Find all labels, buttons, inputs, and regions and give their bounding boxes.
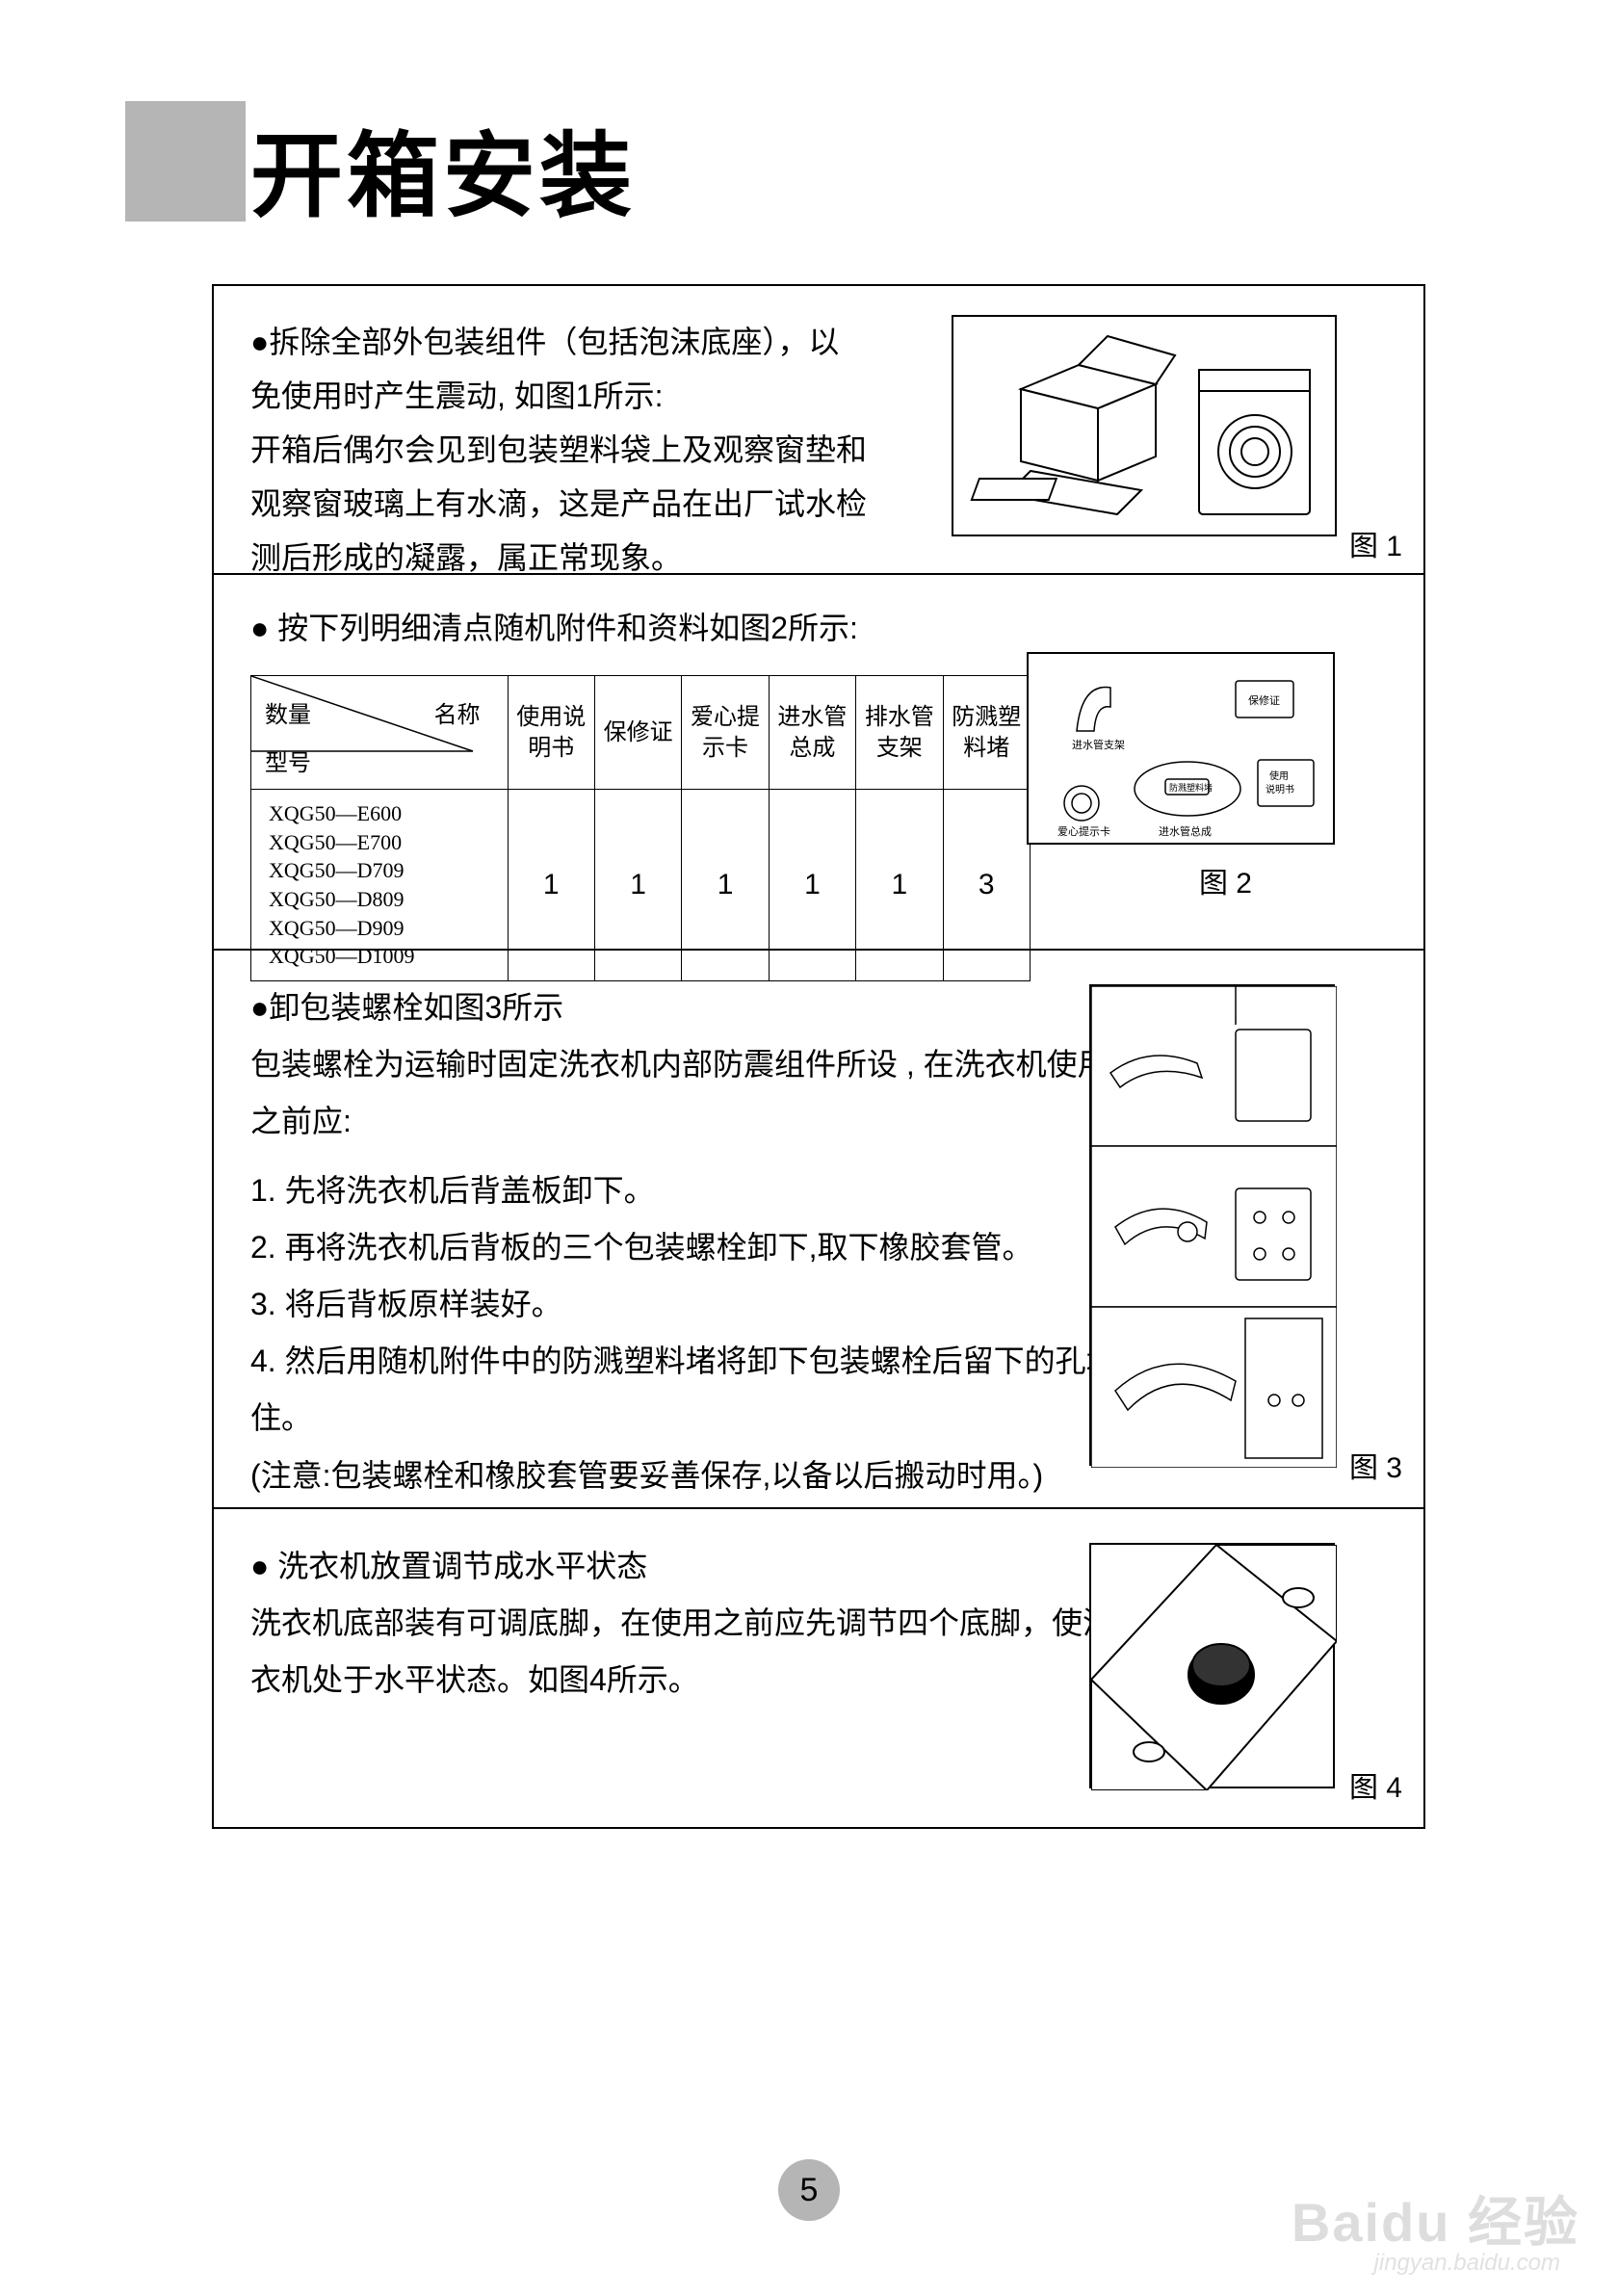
th-col-4: 排水管支架: [856, 676, 943, 790]
s4-body: 洗衣机底部装有可调底脚，在使用之前应先调节四个底脚，使洗衣机处于水平状态。如图4…: [250, 1595, 1127, 1709]
s4-heading: ● 洗衣机放置调节成水平状态: [250, 1538, 1127, 1595]
th-col-5: 防溅塑料堵: [943, 676, 1030, 790]
section-bolts: ●卸包装螺栓如图3所示 包装螺栓为运输时固定洗衣机内部防震组件所设 , 在洗衣机…: [214, 951, 1423, 1509]
page-title: 开箱安装: [250, 101, 636, 235]
header-accent-block: [125, 101, 246, 222]
figure-4-label: 图 4: [1349, 1763, 1402, 1806]
model-4: XQG50—D909: [269, 914, 490, 943]
section3-text: ●卸包装螺栓如图3所示 包装螺栓为运输时固定洗衣机内部防震组件所设 , 在洗衣机…: [250, 979, 1127, 1504]
model-1: XQG50—E700: [269, 828, 490, 857]
th-model: 型号: [265, 744, 311, 777]
th-qty: 数量: [265, 695, 311, 729]
s1-bullet: ●拆除全部外包装组件（包括泡沫底座），以免使用时产生震动, 如图1所示:: [250, 325, 839, 413]
model-3: XQG50—D809: [269, 885, 490, 914]
svg-text:使用: 使用: [1269, 770, 1289, 782]
page-number-text: 5: [800, 2172, 819, 2209]
s3-step1: 1. 先将洗衣机后背盖板卸下。: [250, 1162, 1127, 1219]
section-level: ● 洗衣机放置调节成水平状态 洗衣机底部装有可调底脚，在使用之前应先调节四个底脚…: [214, 1509, 1423, 1827]
section-parts: ● 按下列明细清点随机附件和资料如图2所示: 数量 名称 型号 使用说明书 保修…: [214, 575, 1423, 951]
figure-2: 进水管支架 保修证 使用 说明书 爱心提示卡 防溅塑料堵 进水管总成: [1027, 652, 1335, 845]
model-2: XQG50—D709: [269, 856, 490, 885]
svg-text:爱心提示卡: 爱心提示卡: [1057, 825, 1110, 838]
s2-heading: ● 按下列明细清点随机附件和资料如图2所示:: [250, 604, 1387, 648]
svg-text:防溅塑料堵: 防溅塑料堵: [1169, 782, 1213, 793]
figure-3: [1089, 984, 1335, 1466]
th-name: 名称: [434, 695, 481, 729]
s3-note: (注意:包装螺栓和橡胶套管要妥善保存,以备以后搬动时用。): [250, 1448, 1127, 1504]
th-col-2: 爱心提示卡: [682, 676, 769, 790]
th-col-3: 进水管总成: [769, 676, 855, 790]
section4-text: ● 洗衣机放置调节成水平状态 洗衣机底部装有可调底脚，在使用之前应先调节四个底脚…: [250, 1538, 1127, 1709]
section-unpack: ●拆除全部外包装组件（包括泡沫底座），以免使用时产生震动, 如图1所示: 开箱后…: [214, 286, 1423, 575]
th-col-1: 保修证: [594, 676, 681, 790]
content-frame: ●拆除全部外包装组件（包括泡沫底座），以免使用时产生震动, 如图1所示: 开箱后…: [212, 284, 1425, 1829]
figure-1-label: 图 1: [1349, 522, 1402, 564]
parts-table: 数量 名称 型号 使用说明书 保修证 爱心提示卡 进水管总成 排水管支架 防溅塑…: [250, 675, 1031, 981]
watermark: Baidu 经验: [1292, 2179, 1579, 2257]
svg-text:保修证: 保修证: [1248, 693, 1280, 707]
svg-text:进水管总成: 进水管总成: [1159, 824, 1212, 838]
figure-1: [952, 315, 1337, 536]
figure-3-label: 图 3: [1349, 1444, 1402, 1486]
svg-text:说明书: 说明书: [1266, 783, 1294, 796]
figure-2-label: 图 2: [1199, 859, 1252, 901]
s3-step3: 3. 将后背板原样装好。: [250, 1276, 1127, 1333]
section1-text: ●拆除全部外包装组件（包括泡沫底座），以免使用时产生震动, 如图1所示: 开箱后…: [250, 315, 867, 585]
watermark-url: jingyan.baidu.com: [1374, 2250, 1560, 2277]
s3-heading: ●卸包装螺栓如图3所示: [250, 979, 1127, 1036]
page-number: 5: [778, 2159, 840, 2221]
svg-text:进水管支架: 进水管支架: [1072, 738, 1125, 751]
s3-step4: 4. 然后用随机附件中的防溅塑料堵将卸下包装螺栓后留下的孔堵住。: [250, 1333, 1127, 1447]
figure-4: [1089, 1543, 1335, 1788]
model-0: XQG50—E600: [269, 799, 490, 828]
table-header-diag: 数量 名称 型号: [251, 676, 509, 790]
s3-step2: 2. 再将洗衣机后背板的三个包装螺栓卸下,取下橡胶套管。: [250, 1219, 1127, 1276]
s3-intro: 包装螺栓为运输时固定洗衣机内部防震组件所设 , 在洗衣机使用之前应:: [250, 1036, 1127, 1150]
s1-body: 开箱后偶尔会见到包装塑料袋上及观察窗垫和观察窗玻璃上有水滴，这是产品在出厂试水检…: [250, 432, 867, 575]
th-col-0: 使用说明书: [508, 676, 594, 790]
